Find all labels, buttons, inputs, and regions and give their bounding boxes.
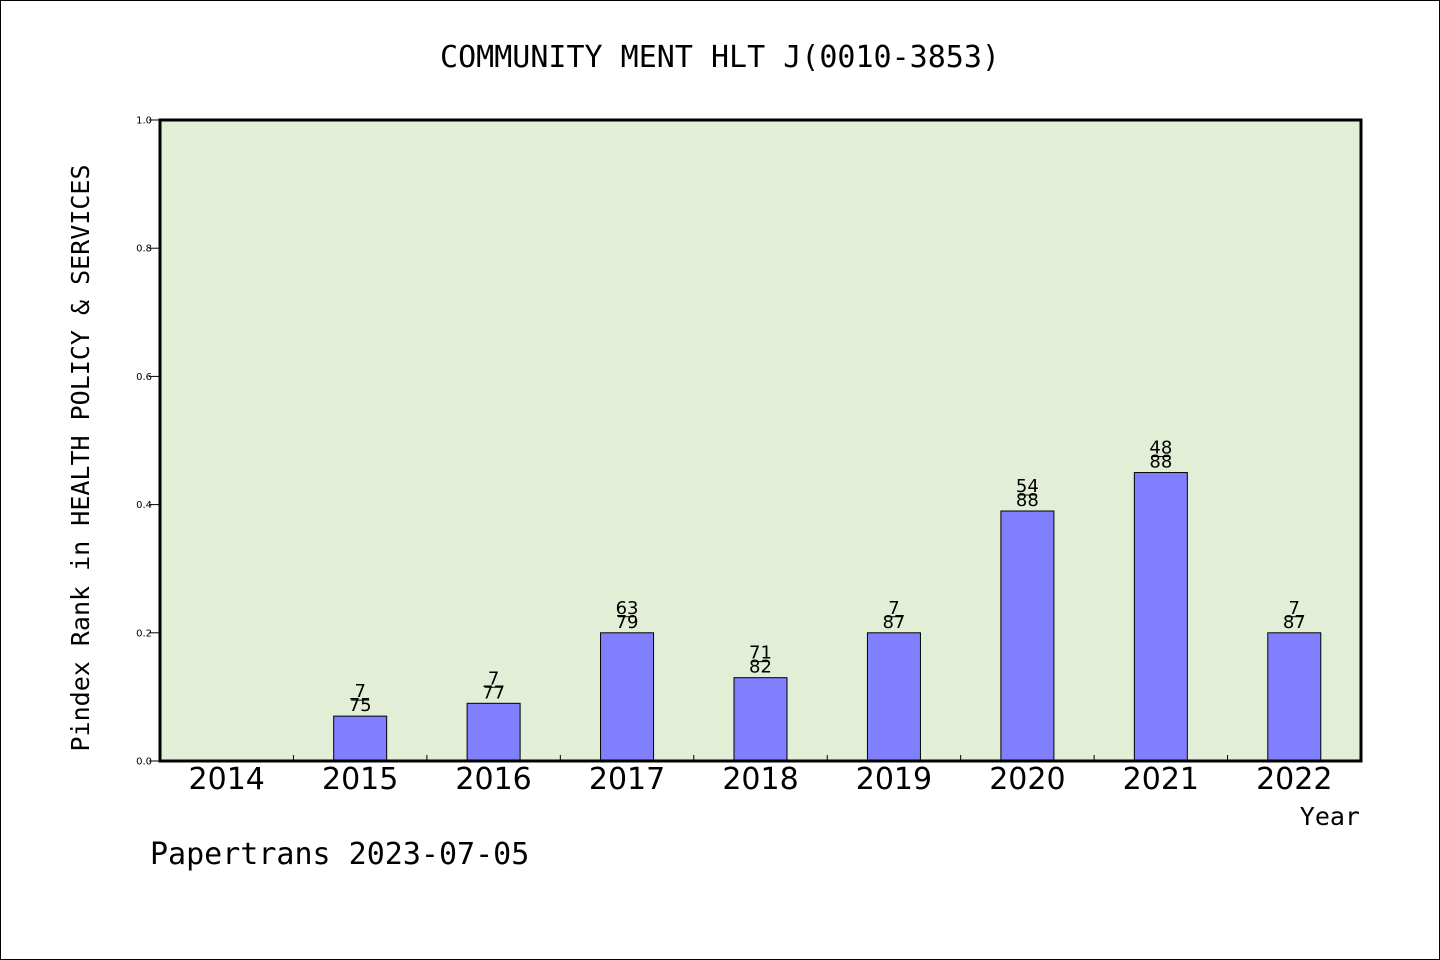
bar-2021 (1133, 472, 1188, 762)
data-label-top: 48 (1149, 438, 1172, 459)
bar-2016 (466, 702, 521, 762)
data-label-bottom: 88 (1149, 452, 1172, 473)
x-tick-label: 2018 (722, 762, 798, 797)
bar-2018 (733, 677, 788, 762)
bar-2015 (333, 715, 388, 762)
x-axis: 2014 2015 2016 2017 2018 2019 2020 2021 2022 (189, 755, 1332, 797)
data-label-top: 7 (354, 681, 365, 702)
y-tick-label: 0.8 (136, 244, 152, 255)
bar-2017 (600, 632, 655, 762)
bar-2019 (866, 632, 921, 762)
x-tick-label: 2021 (1123, 762, 1199, 797)
data-label-top: 71 (749, 643, 772, 664)
x-tick-label: 2020 (989, 762, 1065, 797)
x-tick-label: 2014 (189, 762, 265, 797)
bar-2022 (1267, 632, 1322, 762)
data-label-bottom: 79 (616, 612, 639, 633)
data-label-top: 63 (616, 598, 639, 619)
bar-2020 (1000, 510, 1055, 762)
data-label-top: 7 (488, 668, 499, 689)
x-tick-label: 2016 (455, 762, 531, 797)
data-label-bottom: 75 (349, 695, 372, 716)
x-tick-label: 2017 (589, 762, 665, 797)
y-axis: 0.0 0.2 0.4 0.6 0.8 1.0 (136, 116, 160, 768)
plot-frame (158, 118, 1363, 763)
data-label-bottom: 82 (749, 657, 772, 678)
x-axis-label: Year (1300, 802, 1360, 831)
x-tick-label: 2015 (322, 762, 398, 797)
x-tick-label: 2022 (1256, 762, 1332, 797)
data-label-top: 54 (1016, 476, 1039, 497)
footer-credit: Papertrans 2023-07-05 (150, 837, 529, 872)
y-tick-label: 0.4 (136, 500, 152, 511)
y-axis-label: Pindex Rank in HEALTH POLICY & SERVICES (66, 165, 95, 752)
data-label-bottom: 88 (1016, 490, 1039, 511)
y-tick-label: 0.0 (136, 757, 152, 768)
y-tick-label: 0.6 (136, 372, 152, 383)
data-label-top: 7 (1289, 598, 1300, 619)
chart-title: COMMUNITY MENT HLT J(0010-3853) (440, 40, 1000, 75)
y-tick-label: 0.2 (136, 628, 152, 639)
data-label-bottom: 77 (482, 682, 505, 703)
bars (333, 472, 1322, 762)
data-label-top: 7 (888, 598, 899, 619)
y-tick-label: 1.0 (136, 116, 152, 127)
data-label-bottom: 87 (882, 612, 905, 633)
x-tick-label: 2019 (856, 762, 932, 797)
data-label-bottom: 87 (1283, 612, 1306, 633)
